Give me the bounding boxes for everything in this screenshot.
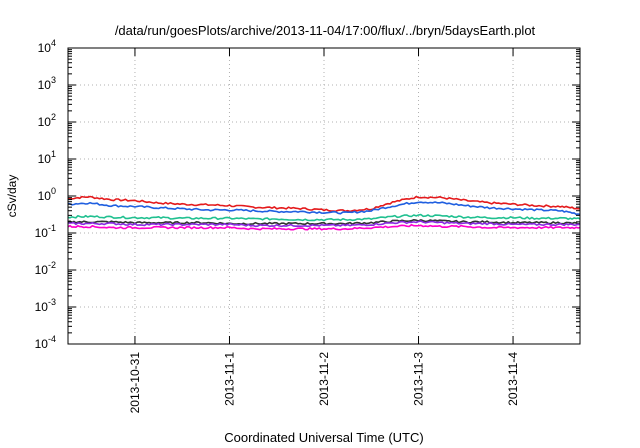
y-tick-label: 100 <box>38 186 56 203</box>
y-axis: 10-4 10-3 10-2 10-1 100 101 102 103 104 <box>35 38 580 351</box>
series-line-5 <box>67 224 581 231</box>
series-line-4 <box>67 220 581 228</box>
series-line-3 <box>67 219 581 226</box>
x-tick-label: 2013-11-2 <box>317 352 331 406</box>
x-axis-label: Coordinated Universal Time (UTC) <box>224 430 423 445</box>
y-axis-label: cSv/day <box>5 175 19 218</box>
y-tick-label: 10-1 <box>35 223 56 240</box>
y-tick-label: 10-2 <box>35 260 56 277</box>
series-line-2 <box>67 213 581 222</box>
x-axis: 2013-10-31 2013-11-1 2013-11-2 2013-11-3 201… <box>128 48 520 413</box>
x-tick-label: 2013-11-1 <box>222 352 236 406</box>
y-tick-label: 101 <box>38 149 56 166</box>
chart-title: /data/run/goesPlots/archive/2013-11-04/1… <box>115 23 536 38</box>
grid <box>68 48 580 344</box>
y-tick-label: 10-3 <box>35 297 56 314</box>
y-tick-label: 104 <box>38 38 56 55</box>
y-tick-label: 10-4 <box>35 334 56 351</box>
series-line-0 <box>67 195 581 213</box>
y-tick-label: 103 <box>38 75 56 92</box>
series-line-1 <box>67 201 581 216</box>
y-tick-label: 102 <box>38 112 56 129</box>
x-tick-label: 2013-11-4 <box>506 352 520 406</box>
x-tick-label: 2013-10-31 <box>128 352 142 414</box>
series-lines <box>67 195 581 231</box>
x-tick-label: 2013-11-3 <box>412 352 426 406</box>
